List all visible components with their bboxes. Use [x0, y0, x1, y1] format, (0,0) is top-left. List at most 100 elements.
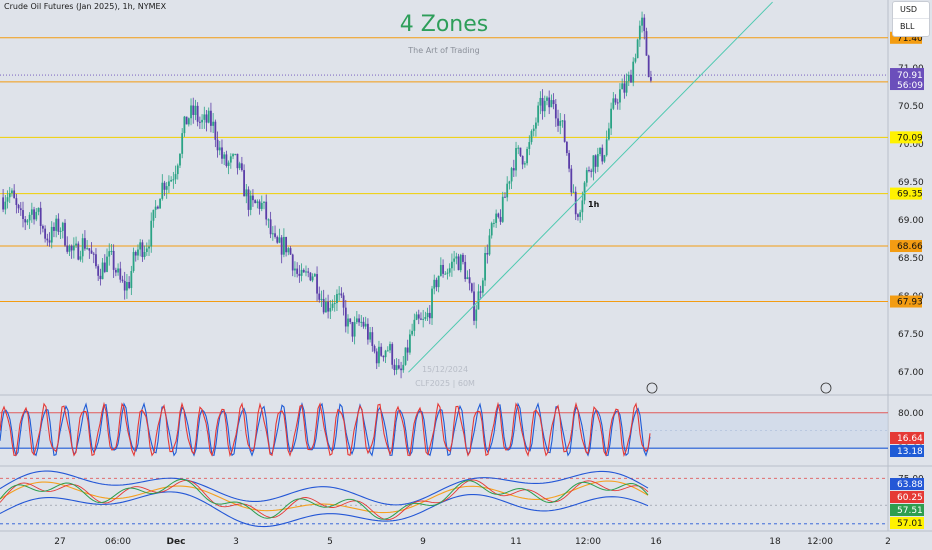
candle-body [278, 237, 281, 243]
candle-body [221, 147, 223, 159]
candle-body [559, 120, 562, 126]
candle-body [439, 264, 442, 276]
candle-body [207, 110, 210, 123]
rsi-band [0, 412, 888, 449]
candle-body [389, 344, 391, 351]
candle-body [280, 237, 283, 255]
candle-body [360, 321, 363, 323]
candle-body [488, 235, 491, 255]
candle-body [61, 222, 64, 231]
candle-body [355, 318, 358, 323]
zone-price-label: 70.09 [897, 133, 923, 143]
candle-body [647, 55, 650, 78]
price-tick-label: 69.50 [898, 178, 924, 188]
candle-body [501, 196, 504, 222]
candle-body [526, 148, 528, 164]
time-axis: 27 06:00 Dec 3 5 9 11 12:00 16 18 12:00 2 [54, 537, 891, 547]
candle-body [424, 316, 427, 319]
candle-body [106, 256, 108, 272]
candle-body [577, 214, 579, 217]
candle-body [459, 254, 462, 271]
candle-body [247, 189, 250, 210]
candle-body [621, 83, 624, 90]
candle-body [340, 293, 343, 296]
candle-body [95, 254, 97, 267]
candle-body [327, 301, 330, 312]
osc-value-badge [890, 478, 924, 490]
candle-body [457, 256, 460, 271]
rsi-tick-label: 80.00 [898, 409, 924, 419]
candle-body [523, 163, 526, 165]
candle-body [612, 98, 615, 109]
candle-body [539, 97, 542, 106]
candle-body [333, 303, 336, 305]
candle-body [225, 154, 228, 166]
trendline [408, 1, 773, 373]
candle-body [30, 209, 33, 215]
candle-body [349, 318, 352, 323]
candle-body [17, 205, 20, 209]
candle-body [532, 128, 535, 132]
candle-body [119, 268, 122, 280]
candle-body [561, 120, 564, 122]
candle-body [139, 242, 142, 250]
currency-bll[interactable]: BLL [893, 18, 929, 35]
osc-signal-line [0, 479, 649, 521]
candle-body [351, 322, 354, 337]
candle-body [179, 153, 181, 166]
candle-body [546, 97, 548, 101]
candle-body [92, 253, 95, 255]
osc-value-label: 57.01 [897, 519, 923, 529]
time-tick-label: 9 [420, 537, 426, 547]
zone-price-label: 71.40 [897, 34, 923, 44]
price-tick-label: 69.00 [898, 216, 924, 226]
candle-body [313, 274, 316, 277]
candle-body [493, 222, 495, 224]
candle-body [508, 181, 511, 184]
faded-ticker: CLF2025 | 60M [415, 379, 475, 388]
candle-body [123, 280, 126, 291]
candle-body [22, 210, 24, 220]
candle-body [154, 206, 157, 210]
candle-body [170, 179, 173, 182]
candle-body [322, 298, 325, 313]
candle-body [174, 174, 177, 180]
currency-menu[interactable]: USD BLL [892, 1, 930, 37]
osc-value-label: 63.88 [897, 480, 923, 490]
candle-body [198, 121, 201, 123]
candle-body [285, 236, 288, 253]
candle-body [33, 209, 35, 220]
candle-body [298, 273, 301, 276]
candle-body [594, 155, 597, 167]
candle-body [289, 248, 292, 255]
candle-body [530, 131, 533, 143]
rsi-blue-value: 13.18 [897, 447, 923, 457]
candle-body [187, 118, 190, 125]
candle-body [311, 276, 314, 281]
candle-body [143, 252, 146, 257]
price-axis: 67.0067.5068.0068.5069.0069.5070.0070.50… [890, 31, 924, 378]
candle-body [519, 147, 522, 156]
candle-body [212, 121, 215, 126]
candle-body [245, 189, 248, 197]
candle-body [336, 293, 338, 304]
candle-body [126, 282, 128, 291]
candle-body [552, 100, 555, 105]
currency-usd[interactable]: USD [900, 5, 918, 14]
candle-body [499, 216, 502, 222]
candle-body [393, 364, 396, 371]
candle-body [79, 256, 82, 260]
time-tick-label: 3 [233, 537, 239, 547]
candle-body [35, 211, 38, 220]
candle-body [470, 283, 473, 292]
candle-body [437, 275, 440, 288]
candle-body [183, 116, 186, 134]
candle-body [269, 219, 272, 235]
zone-price-badge [890, 295, 922, 308]
candle-body [81, 238, 84, 257]
candle-body [610, 108, 613, 129]
candle-body [603, 155, 606, 162]
candle-body [462, 254, 464, 262]
